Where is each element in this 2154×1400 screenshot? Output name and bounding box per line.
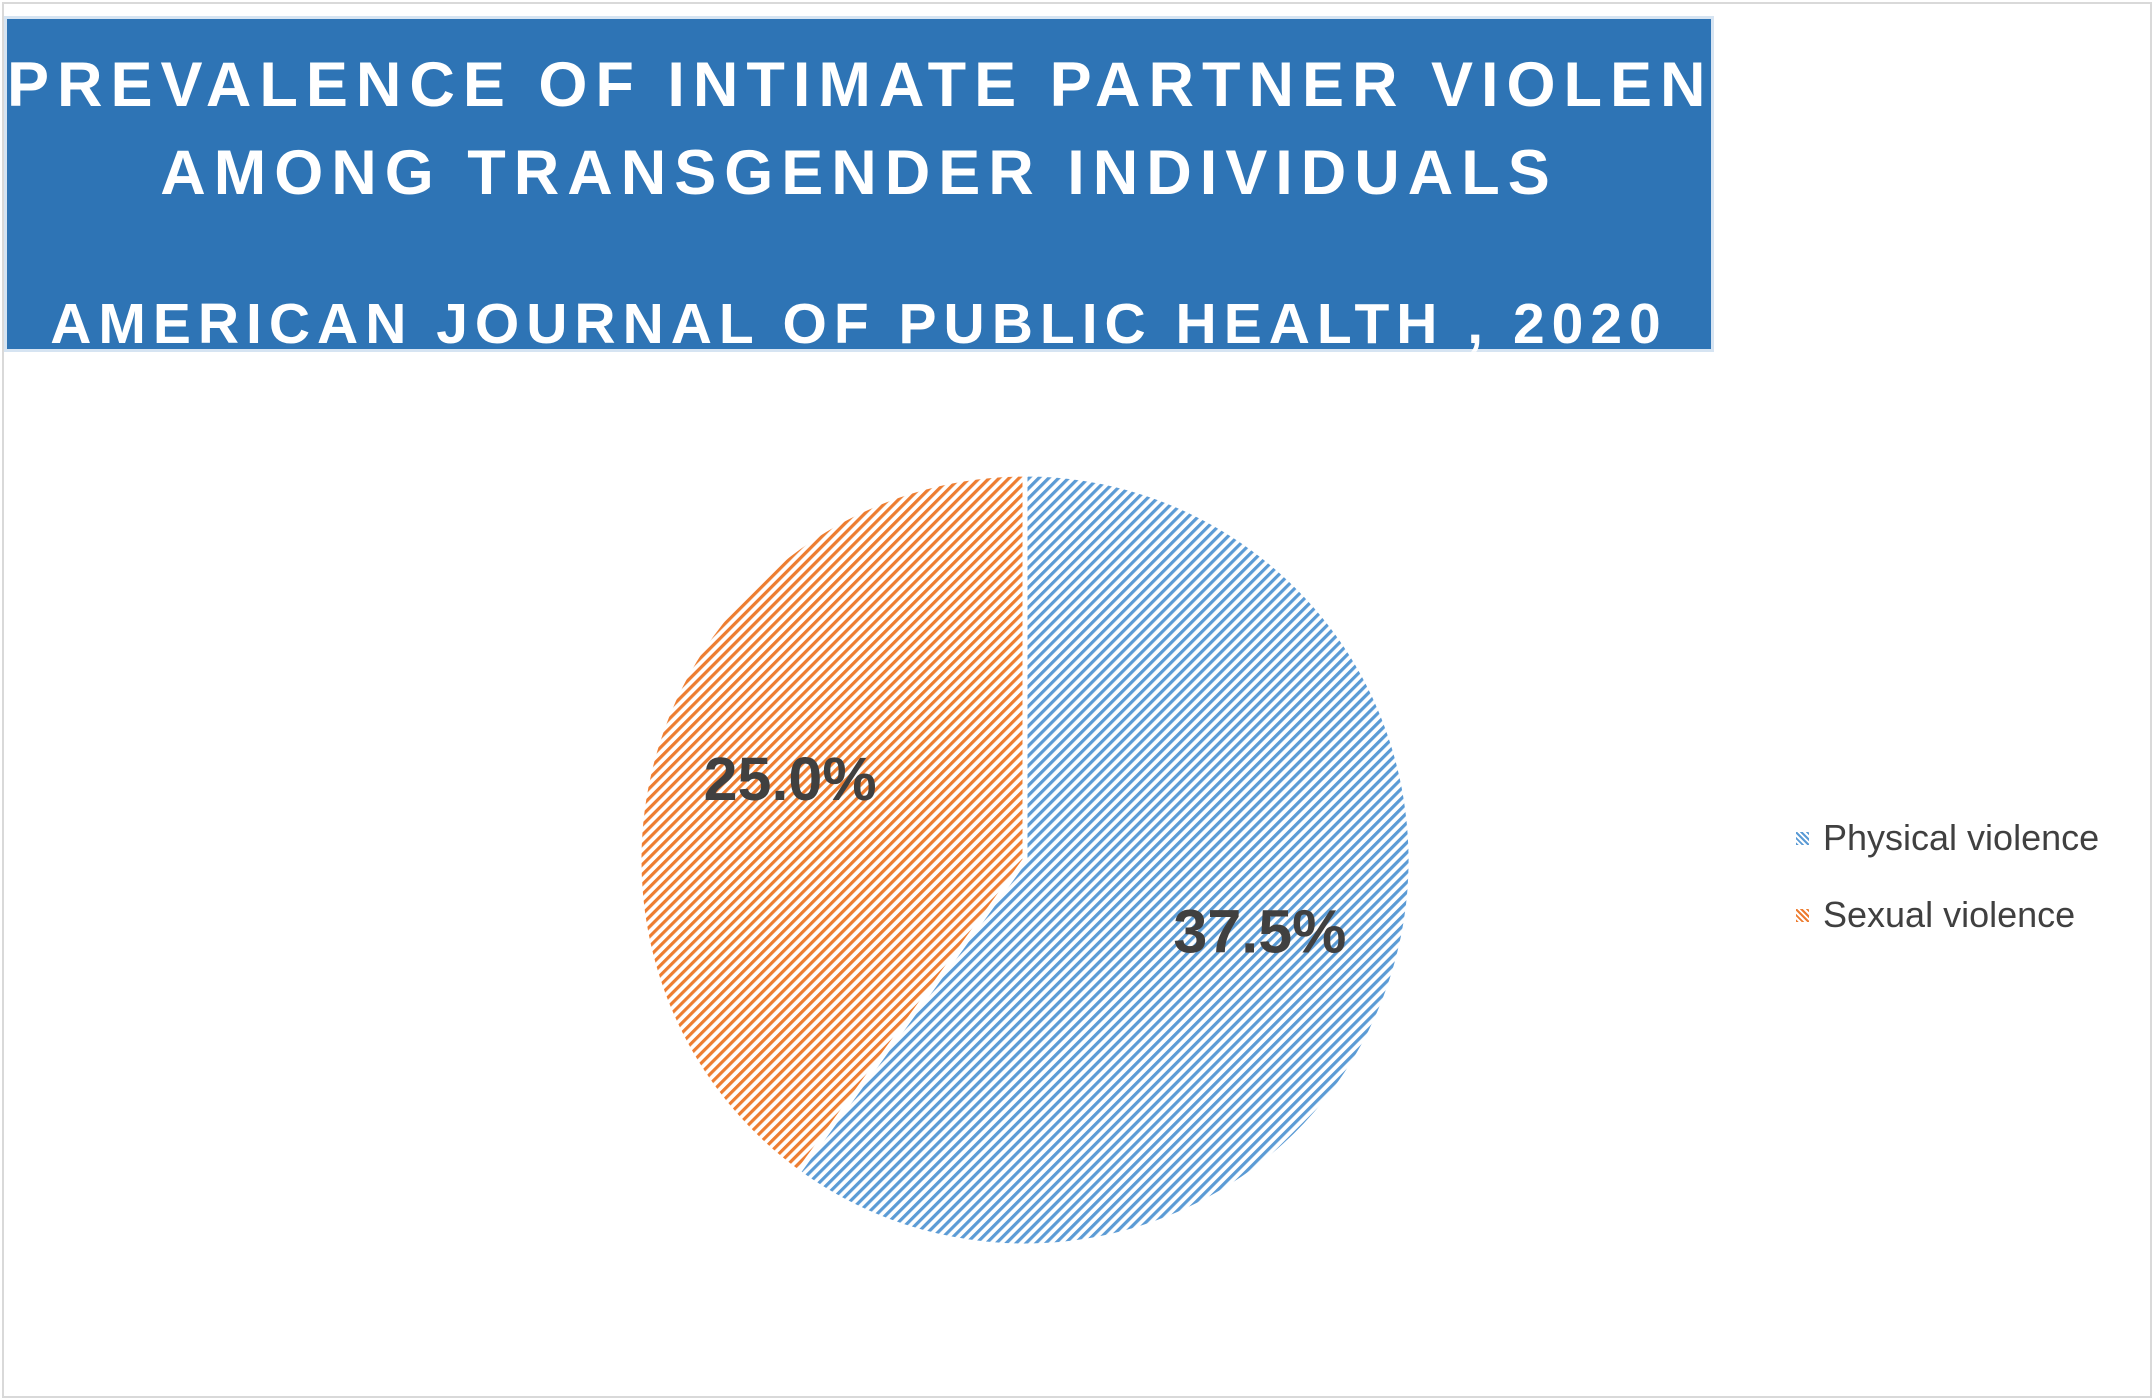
legend-label-sexual-violence: Sexual violence [1823, 894, 2076, 935]
legend-label-physical-violence: Physical violence [1823, 817, 2100, 858]
pie-slice-sexual-violence [636, 471, 1028, 1175]
legend: Physical violence Sexual violence [1796, 817, 2100, 972]
data-label-physical-violence: 37.5% [1173, 897, 1346, 965]
data-label-sexual-violence: 25.0% [704, 745, 877, 813]
legend-swatch-sexual-violence [1796, 908, 1809, 922]
legend-item-physical-violence: Physical violence [1796, 817, 2100, 858]
pie-slice-physical-violence [795, 471, 1414, 1249]
chart-title-line-1: PREVALENCE OF INTIMATE PARTNER VIOLENCE [7, 50, 1818, 120]
legend-swatch-physical-violence [1796, 831, 1809, 845]
chart-title-box: PREVALENCE OF INTIMATE PARTNER VIOLENCE … [4, 16, 1818, 356]
chart-title-line-2: AMONG TRANSGENDER INDIVIDUALS [160, 138, 1558, 208]
chart-subtitle: AMERICAN JOURNAL OF PUBLIC HEALTH , 2020 [50, 292, 1668, 356]
legend-item-sexual-violence: Sexual violence [1796, 894, 2099, 935]
